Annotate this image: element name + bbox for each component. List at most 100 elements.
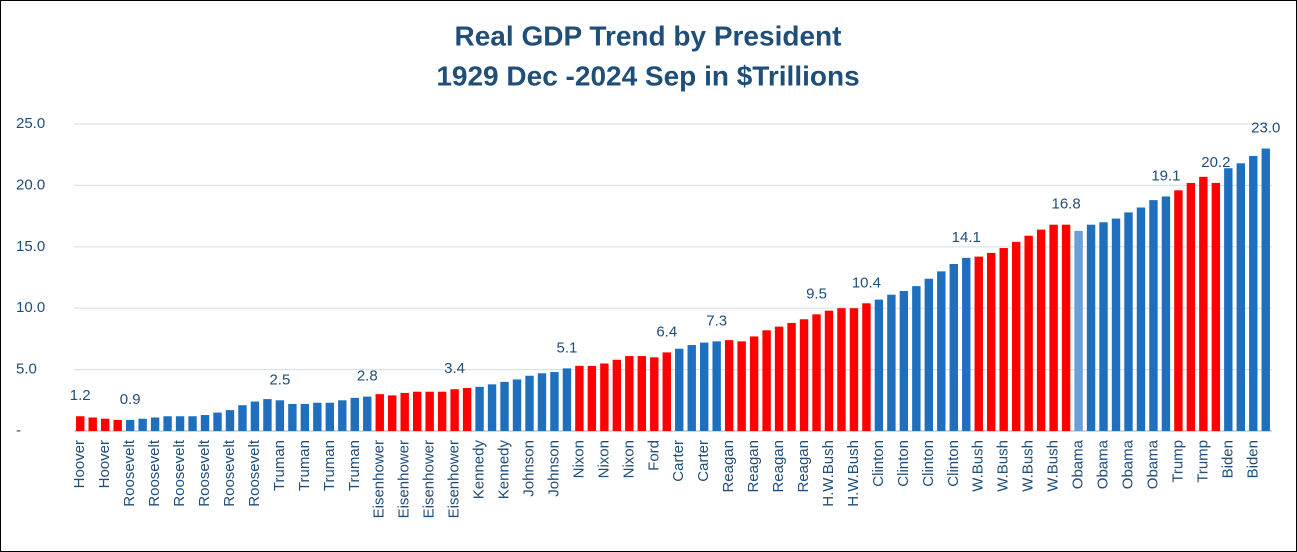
x-tick-label: Eisenhower: [396, 440, 413, 518]
chart-title: Real GDP Trend by President: [455, 20, 842, 51]
x-tick-label: Carter: [670, 440, 687, 482]
bar: [575, 365, 584, 431]
bar: [724, 340, 734, 431]
x-tick-label: Truman: [321, 440, 338, 491]
bar: [1224, 168, 1233, 431]
bar: [325, 402, 335, 431]
chart-subtitle: 1929 Dec -2024 Sep in $Trillions: [436, 60, 859, 91]
y-tick-label: -: [16, 422, 21, 439]
bar: [525, 375, 534, 431]
bar: [887, 294, 896, 431]
bar: [1199, 176, 1208, 431]
data-label: 14.1: [952, 229, 981, 246]
bar: [125, 419, 135, 431]
data-label: 2.8: [357, 368, 378, 385]
x-tick-label: Biden: [1244, 440, 1261, 478]
x-tick-label: Kennedy: [496, 440, 513, 500]
bar: [250, 401, 260, 431]
x-tick-label: Obama: [1070, 439, 1087, 489]
x-tick-label: Obama: [1144, 439, 1161, 489]
x-tick-label: W.Bush: [995, 440, 1012, 492]
bar: [76, 416, 85, 431]
bar: [100, 418, 110, 431]
bar: [1249, 155, 1258, 432]
bar: [912, 286, 921, 431]
bar: [1174, 190, 1183, 431]
x-tick-label: Carter: [695, 440, 712, 482]
bar: [375, 394, 384, 431]
bar: [849, 308, 859, 431]
bar: [999, 248, 1008, 431]
x-tick-label: Johnson: [545, 440, 562, 497]
x-tick-label: Truman: [346, 440, 363, 491]
bar: [1036, 229, 1046, 431]
bar: [587, 365, 597, 431]
bar: [388, 395, 397, 431]
bar: [275, 400, 285, 431]
bar: [462, 388, 472, 431]
bar: [1024, 235, 1033, 431]
bar: [88, 417, 97, 431]
x-tick-label: H.W.Bush: [820, 440, 837, 507]
y-tick-label: 25.0: [16, 115, 45, 132]
x-tick-label: Nixon: [620, 440, 637, 478]
x-tick-label: Johnson: [520, 440, 537, 497]
x-tick-label: Truman: [271, 440, 288, 491]
data-label: 9.5: [806, 285, 827, 302]
bar: [225, 410, 235, 431]
bar: [338, 400, 347, 431]
x-tick-label: Roosevelt: [221, 439, 238, 507]
bar: [113, 419, 122, 431]
bar: [937, 271, 946, 431]
bar: [1086, 224, 1096, 431]
bar: [1049, 224, 1058, 431]
bar: [737, 341, 746, 431]
bar: [313, 402, 322, 431]
bar: [512, 379, 522, 431]
data-label: 10.4: [852, 274, 881, 291]
bar: [799, 319, 809, 431]
bar: [1061, 224, 1071, 431]
bar: [188, 416, 197, 431]
bar: [812, 314, 821, 431]
x-tick-label: Clinton: [895, 440, 912, 487]
bar: [238, 405, 247, 431]
bar: [562, 368, 572, 431]
x-tick-label: W.Bush: [1020, 440, 1037, 492]
data-label: 5.1: [556, 339, 577, 356]
bar: [1011, 241, 1021, 431]
data-label: 16.8: [1051, 196, 1080, 213]
data-label: 20.2: [1201, 154, 1230, 171]
x-tick-label: Kennedy: [471, 440, 488, 500]
bar: [837, 308, 846, 431]
bar: [1074, 230, 1083, 431]
x-tick-label: Eisenhower: [371, 440, 388, 518]
bar: [138, 418, 147, 431]
bar: [500, 381, 509, 431]
bar: [1236, 163, 1246, 431]
bar: [987, 252, 996, 431]
bar: [949, 263, 958, 431]
data-label: 7.3: [706, 312, 727, 329]
data-label: 2.5: [269, 371, 290, 388]
x-tick-label: W.Bush: [1045, 440, 1062, 492]
bar: [175, 416, 185, 431]
bar: [675, 348, 684, 431]
bar: [475, 386, 484, 431]
data-label: 19.1: [1151, 167, 1180, 184]
data-label: 0.9: [120, 391, 141, 408]
x-tick-label: W.Bush: [970, 440, 987, 492]
bar: [163, 416, 172, 431]
y-tick-label: 5.0: [16, 361, 37, 378]
bar: [200, 415, 210, 431]
data-label: 1.2: [70, 387, 91, 404]
bar: [288, 403, 297, 431]
bar: [699, 342, 709, 431]
bar: [749, 336, 759, 431]
bar: [1136, 207, 1146, 431]
bar: [412, 391, 422, 431]
x-tick-label: Nixon: [595, 440, 612, 478]
bar: [537, 373, 547, 431]
x-tick-label: Reagan: [795, 440, 812, 493]
bar: [363, 396, 372, 431]
